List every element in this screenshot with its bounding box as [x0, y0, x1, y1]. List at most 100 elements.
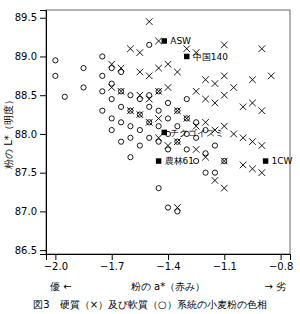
- marks: [53, 18, 275, 214]
- point-square: [162, 130, 167, 135]
- point-circle: [100, 108, 105, 113]
- tick-mark: [40, 250, 46, 251]
- tick-label: 86.5: [15, 245, 37, 256]
- point-circle: [165, 205, 170, 210]
- point-cross: [240, 162, 247, 169]
- point-cross: [240, 104, 247, 111]
- point-cross: [137, 69, 144, 76]
- point-cross: [240, 135, 247, 142]
- point-cross: [230, 84, 237, 91]
- point-cross: [249, 138, 256, 145]
- point-cross: [174, 138, 181, 145]
- point-cross: [221, 42, 228, 49]
- tick-label: 87.0: [15, 206, 37, 217]
- point-cross: [174, 107, 181, 114]
- point-cross: [249, 76, 256, 83]
- tick: 89.5: [15, 12, 46, 23]
- point-circle: [109, 96, 114, 101]
- point-circle: [212, 170, 217, 175]
- tick: 86.5: [15, 245, 46, 256]
- point-label: 1CW: [272, 156, 293, 166]
- point-circle: [118, 139, 123, 144]
- tick-label: −1.7: [100, 261, 124, 272]
- point-cross: [183, 115, 190, 122]
- point-label: チクゴイズミ: [170, 128, 224, 138]
- point-circle: [137, 127, 142, 132]
- x-axis-line: [47, 255, 291, 261]
- tick-label: −1.1: [213, 261, 237, 272]
- tick-mark: [40, 134, 46, 135]
- point-cross: [202, 96, 209, 103]
- plot-frame: [46, 10, 290, 254]
- point-circle: [128, 135, 133, 140]
- point-cross: [202, 119, 209, 126]
- point-cross: [259, 142, 266, 149]
- point-cross: [259, 107, 266, 114]
- point-circle: [109, 127, 114, 132]
- point-circle: [184, 147, 189, 152]
- annotation: 優 ←: [50, 281, 72, 292]
- point-cross: [146, 96, 153, 103]
- tick-mark: [55, 254, 56, 260]
- point-cross: [137, 49, 144, 56]
- point-cross: [183, 45, 190, 52]
- point-circle: [128, 124, 133, 129]
- point-cross: [146, 18, 153, 25]
- point-circle: [175, 108, 180, 113]
- series: [156, 38, 268, 164]
- point-square: [156, 158, 161, 163]
- point-circle: [81, 85, 86, 90]
- point-cross: [230, 131, 237, 138]
- point-cross: [268, 73, 275, 80]
- x-axis-title: 粉の a*（赤み）: [131, 281, 205, 292]
- tick: 87.5: [15, 167, 46, 178]
- point-cross: [259, 45, 266, 52]
- tick-label: 89.0: [15, 51, 37, 62]
- tick: −1.1: [213, 254, 237, 272]
- point-square: [263, 158, 268, 163]
- tick-label: −2.0: [44, 261, 68, 272]
- point-cross: [165, 142, 172, 149]
- point-cross: [146, 119, 153, 126]
- tick-label: 88.0: [15, 129, 37, 140]
- point-circle: [184, 116, 189, 121]
- point-circle: [165, 100, 170, 105]
- point-circle: [53, 58, 58, 63]
- point-cross: [127, 45, 134, 52]
- point-circle: [175, 139, 180, 144]
- tick: −2.0: [44, 254, 68, 272]
- x-axis: −2.0 −1.7 −1.4 −1.1 −0.8: [44, 254, 294, 272]
- point-cross: [221, 185, 228, 192]
- point-circle: [147, 104, 152, 109]
- point-circle: [156, 186, 161, 191]
- tick-mark: [40, 211, 46, 212]
- annotation: → 劣: [264, 281, 286, 292]
- tick: 87.0: [15, 206, 46, 217]
- tick: 88.0: [15, 129, 46, 140]
- point-cross: [174, 204, 181, 211]
- point-cross: [127, 107, 134, 114]
- point-cross: [118, 65, 125, 72]
- y-axis-title: 粉の L*（明度）: [3, 95, 14, 169]
- point-circle: [184, 96, 189, 101]
- tick-mark: [168, 254, 169, 260]
- point-cross: [212, 177, 219, 184]
- point-label: 中国140: [193, 52, 228, 62]
- point-circle: [128, 93, 133, 98]
- tick-mark: [224, 254, 225, 260]
- series: [108, 18, 274, 210]
- y-axis-line: [40, 11, 47, 255]
- tick: −0.8: [269, 254, 293, 272]
- point-circle: [222, 158, 227, 163]
- title: 図3 硬質（×）及び軟質（○）系統の小麦粉の色相: [33, 299, 266, 310]
- chart: −2.0−1.7−1.4−1.1−0.886.587.087.588.088.5…: [0, 0, 300, 314]
- point-label: ASW: [170, 36, 191, 46]
- tick-label: 87.5: [15, 167, 37, 178]
- point-cross: [137, 92, 144, 99]
- point-circle: [118, 104, 123, 109]
- point-cross: [193, 88, 200, 95]
- tick-label: −1.4: [156, 261, 180, 272]
- point-cross: [165, 84, 172, 91]
- point-circle: [62, 94, 67, 99]
- point-cross: [221, 92, 228, 99]
